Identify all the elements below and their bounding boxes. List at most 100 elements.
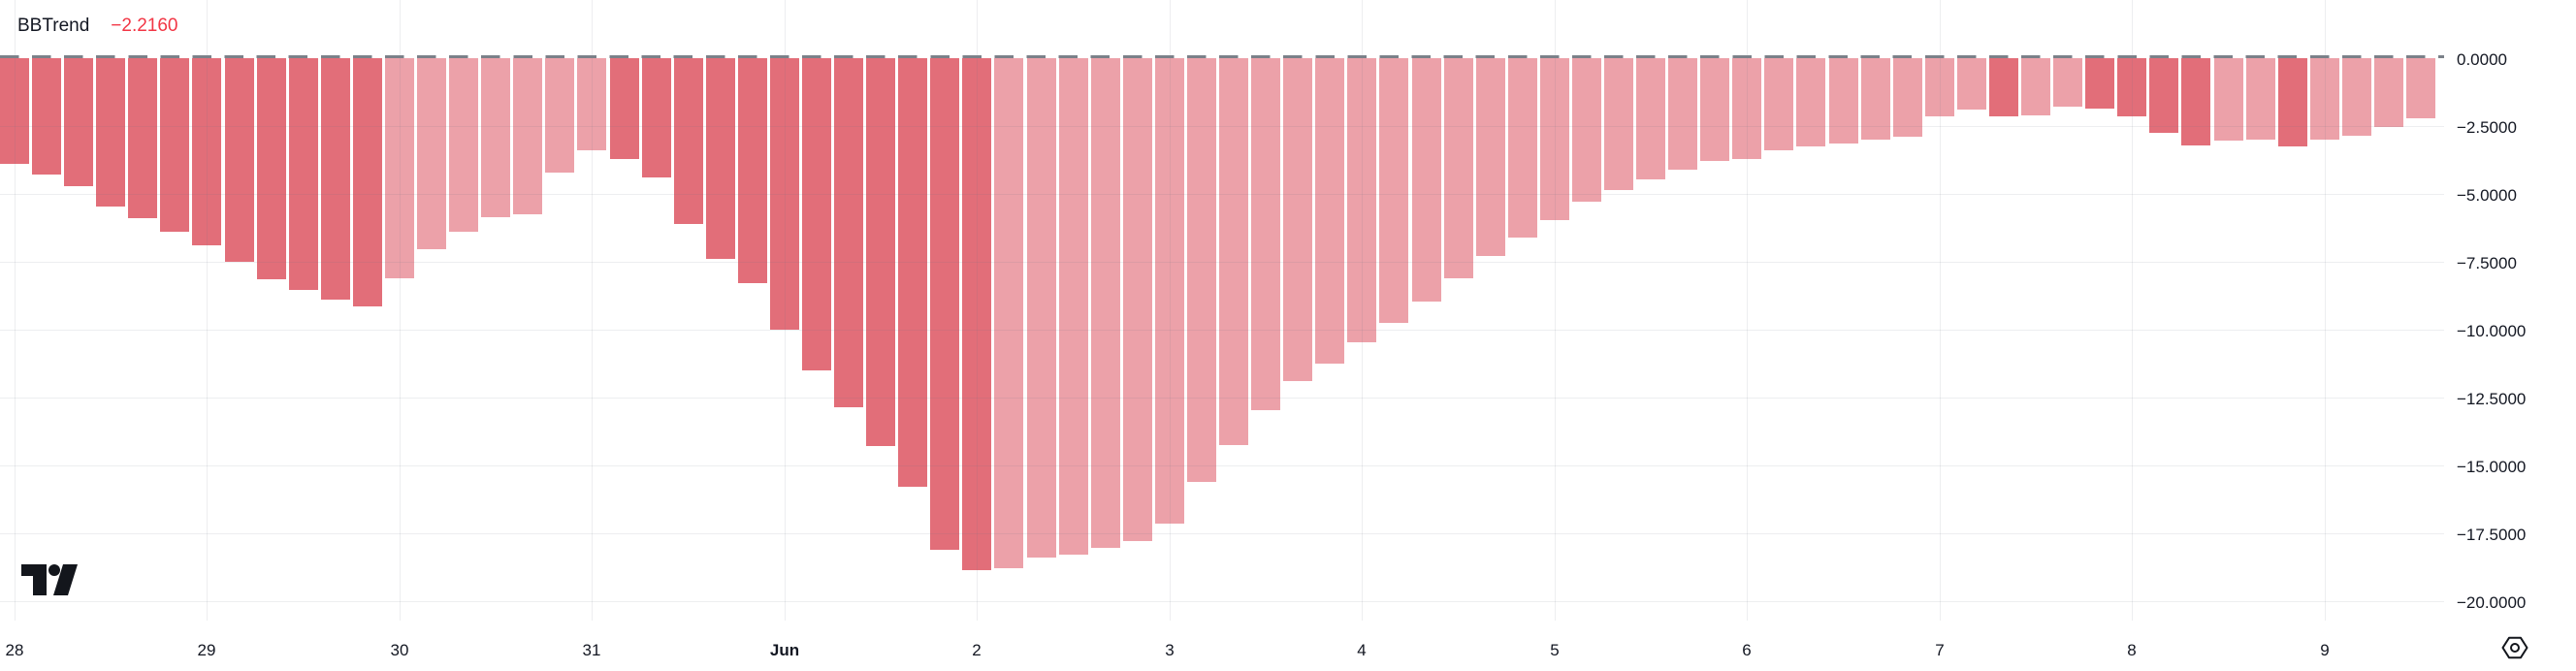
histogram-bar	[834, 58, 864, 407]
histogram-bar	[2021, 58, 2051, 115]
histogram-bar	[1796, 58, 1826, 146]
histogram-bar	[1539, 58, 1569, 220]
histogram-bar	[1411, 58, 1441, 302]
histogram-bar	[1154, 58, 1184, 524]
price-axis[interactable]: 0.0000 −2.5000 −5.0000 −7.5000 −10.0000 −12.5…	[2444, 0, 2576, 621]
histogram-bar	[96, 58, 126, 207]
settings-icon[interactable]	[2500, 633, 2529, 662]
histogram-bar	[1892, 58, 1922, 137]
histogram-bar	[1956, 58, 1986, 110]
vertical-gridline	[400, 0, 401, 621]
histogram-bar	[2406, 58, 2435, 118]
histogram-bar	[513, 58, 543, 214]
histogram-bar	[1571, 58, 1601, 202]
histogram-bar	[2053, 58, 2083, 107]
vertical-gridline	[1170, 0, 1171, 621]
time-axis-label: 29	[197, 641, 216, 659]
vertical-gridline	[785, 0, 786, 621]
histogram-bar	[288, 58, 318, 290]
histogram-bar	[1090, 58, 1120, 548]
histogram-bar	[930, 58, 960, 550]
time-axis-label: 9	[2320, 641, 2330, 659]
histogram-bar	[1636, 58, 1666, 179]
histogram-bar	[2309, 58, 2339, 140]
histogram-bar	[2149, 58, 2179, 133]
histogram-bar	[64, 58, 94, 186]
horizontal-gridline	[0, 465, 2444, 466]
chart-plot-area[interactable]	[0, 0, 2444, 621]
histogram-bar	[898, 58, 928, 487]
histogram-bar	[1122, 58, 1152, 541]
histogram-bar	[1764, 58, 1794, 150]
price-axis-label: −15.0000	[2457, 458, 2527, 476]
histogram-bar	[1347, 58, 1377, 342]
horizontal-gridline	[0, 601, 2444, 602]
histogram-bar	[1828, 58, 1858, 144]
histogram-bar	[994, 58, 1024, 568]
time-axis-label: 3	[1165, 641, 1175, 659]
histogram-bar	[352, 58, 382, 306]
vertical-gridline	[592, 0, 593, 621]
histogram-bar	[2341, 58, 2371, 136]
histogram-bar	[1700, 58, 1730, 161]
vertical-gridline	[1747, 0, 1748, 621]
histogram-bar	[1186, 58, 1216, 482]
zero-baseline	[0, 55, 2444, 58]
histogram-bar	[545, 58, 575, 173]
histogram-bar	[2213, 58, 2243, 141]
indicator-title[interactable]: BBTrend	[17, 16, 90, 36]
histogram-bar	[2245, 58, 2275, 140]
vertical-gridline	[15, 0, 16, 621]
histogram-bar	[1604, 58, 1633, 190]
histogram-bar	[641, 58, 671, 177]
histogram-bar	[256, 58, 286, 279]
histogram-bar	[1988, 58, 2018, 116]
horizontal-gridline	[0, 398, 2444, 399]
vertical-gridline	[1940, 0, 1941, 621]
histogram-bar	[1668, 58, 1698, 170]
vertical-gridline	[1555, 0, 1556, 621]
histogram-bar	[32, 58, 62, 175]
histogram-bar	[224, 58, 254, 262]
histogram-bar	[1475, 58, 1505, 256]
histogram-bar	[769, 58, 799, 330]
histogram-bar	[962, 58, 992, 570]
indicator-legend: BBTrend −2.2160	[17, 15, 178, 37]
price-axis-label: −10.0000	[2457, 322, 2527, 340]
histogram-bar	[1219, 58, 1249, 445]
histogram-bar	[2181, 58, 2211, 145]
time-axis-label: 30	[390, 641, 409, 659]
price-axis-label: −7.5000	[2457, 254, 2517, 272]
histogram-bar	[192, 58, 222, 245]
vertical-gridline	[1362, 0, 1363, 621]
horizontal-gridline	[0, 262, 2444, 263]
histogram-bar	[802, 58, 831, 370]
histogram-bar	[128, 58, 158, 218]
histogram-bar	[2373, 58, 2403, 127]
indicator-value: −2.2160	[111, 16, 178, 36]
price-axis-label: −2.5000	[2457, 118, 2517, 137]
time-axis-label: 7	[1935, 641, 1945, 659]
price-axis-label: −5.0000	[2457, 186, 2517, 205]
horizontal-gridline	[0, 126, 2444, 127]
time-axis-label: 2	[972, 641, 982, 659]
price-axis-label: −20.0000	[2457, 593, 2527, 612]
histogram-bar	[1507, 58, 1537, 238]
vertical-gridline	[207, 0, 208, 621]
histogram-bar	[160, 58, 190, 232]
histogram-bar	[320, 58, 350, 300]
histogram-bar	[1443, 58, 1473, 278]
time-axis-label: 31	[582, 641, 601, 659]
vertical-gridline	[2132, 0, 2133, 621]
histogram-bar	[481, 58, 511, 217]
tradingview-logo[interactable]	[21, 564, 78, 595]
price-axis-label: −12.5000	[2457, 390, 2527, 408]
histogram-bar	[449, 58, 479, 232]
histogram-bar	[417, 58, 447, 249]
histogram-bar	[705, 58, 735, 259]
horizontal-gridline	[0, 330, 2444, 331]
histogram-bar	[1379, 58, 1409, 323]
histogram-bar	[1315, 58, 1345, 364]
time-axis[interactable]: 28 29 30 31 Jun 2 3 4 5 6 7 8 9	[0, 621, 2444, 671]
